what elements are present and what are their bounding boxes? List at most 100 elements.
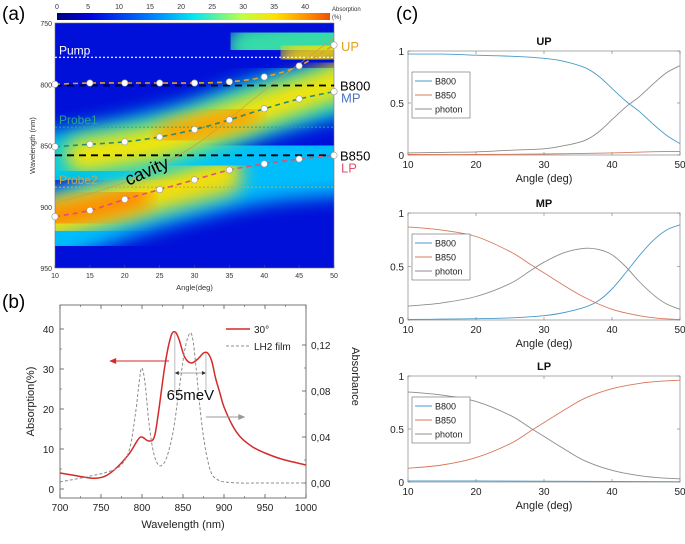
y-tick-label: 950 <box>40 266 52 273</box>
y2-tick-label: 0,08 <box>311 387 331 398</box>
colorbar-tick-label: 20 <box>177 4 185 11</box>
x-tick-label: 30 <box>538 487 550 498</box>
data-point-lp <box>86 206 94 214</box>
x-tick-label: 40 <box>260 273 268 280</box>
colorbar-tick-label: 10 <box>115 4 123 11</box>
branch-label-up: UP <box>341 39 359 54</box>
y-tick-label: 800 <box>40 82 52 89</box>
data-point-up <box>86 79 94 87</box>
series-line-b800 <box>407 480 681 483</box>
y-tick-label: 0 <box>398 478 404 489</box>
splitting-annotation: 65meV <box>167 387 215 404</box>
data-point-lp <box>191 176 199 184</box>
subplot-title: UP <box>536 36 551 48</box>
y-tick-label: 900 <box>40 205 52 212</box>
legend-label-photon: photon <box>435 267 463 277</box>
y-tick-label: 0.5 <box>390 263 404 274</box>
y-tick-label: 10 <box>43 445 55 456</box>
colorbar-label: Absorption <box>332 7 361 13</box>
data-point-mp <box>295 95 303 103</box>
y-axis-label: Wavelength (nm) <box>28 117 37 174</box>
x-tick-label: 900 <box>216 503 233 514</box>
x-tick-label: 50 <box>674 160 685 171</box>
panel-label-b: (b) <box>2 292 25 313</box>
data-point-up <box>330 41 338 49</box>
y-tick-label: 1 <box>398 47 404 58</box>
series-line-b850 <box>407 226 681 320</box>
subplot-title: MP <box>536 198 553 210</box>
x-tick-label: 30 <box>538 160 550 171</box>
legend-label-b850: B850 <box>435 253 456 263</box>
branch-label-mp: MP <box>341 90 361 105</box>
data-point-mp <box>86 140 94 148</box>
legend-label-b850: B850 <box>435 91 456 101</box>
series-line-photon <box>407 247 681 310</box>
x-tick-label: 45 <box>295 273 303 280</box>
y-tick-label: 0.5 <box>390 425 404 436</box>
x-tick-label: 20 <box>470 325 482 336</box>
y-axis-label: Absorption(%) <box>25 367 37 437</box>
x-tick-label: 850 <box>175 503 192 514</box>
legend-label-30deg: 30° <box>254 325 269 336</box>
legend-label-lh2: LH2 film <box>254 342 291 353</box>
up-band-mid <box>277 34 334 73</box>
y-tick-label: 0 <box>48 485 54 496</box>
data-point-up <box>51 80 59 88</box>
x-tick-label: 50 <box>674 487 685 498</box>
data-point-lp <box>156 186 164 194</box>
ref-label-probe2: Probe2 <box>59 173 98 187</box>
data-point-up <box>225 78 233 86</box>
y2-axis-label: Absorbance <box>349 347 361 406</box>
data-point-lp <box>51 213 59 221</box>
x-axis-label: Angle(deg) <box>176 283 213 292</box>
y-tick-label: 30 <box>43 365 55 376</box>
subplot-mp: MP 10 20 30 40 50 0 0.5 1 B800 B850 photon Angle (de… <box>390 198 685 350</box>
left-axis-arrowhead <box>109 358 117 364</box>
legend-label-b800: B800 <box>435 239 456 249</box>
ref-label-pump: Pump <box>59 43 91 57</box>
data-point-up <box>191 79 199 87</box>
x-tick-label: 35 <box>225 273 233 280</box>
panel-b-spectrum: 700 750 800 850 900 950 1000 0 10 20 30 40 0,00 0,04 0… <box>25 304 361 531</box>
x-tick-label: 15 <box>86 273 94 280</box>
y-tick-label: 0.5 <box>390 99 404 110</box>
colorbar <box>57 13 330 20</box>
data-point-mp <box>330 88 338 96</box>
series-line-photon <box>407 391 681 480</box>
data-point-up <box>121 79 129 87</box>
data-point-mp <box>225 116 233 124</box>
colorbar-tick-label: 40 <box>301 4 309 11</box>
x-tick-label: 20 <box>470 160 482 171</box>
x-tick-label: 10 <box>402 325 414 336</box>
colorbar-tick-label: 0 <box>55 4 59 11</box>
data-point-up <box>156 79 164 87</box>
y2-tick-label: 0,04 <box>311 433 331 444</box>
y-tick-label: 850 <box>40 144 52 151</box>
ref-label-probe1: Probe1 <box>59 113 98 127</box>
y-tick-label: 0 <box>398 316 404 327</box>
branch-label-lp: LP <box>341 160 357 175</box>
x-tick-label: 30 <box>538 325 550 336</box>
y-tick-label: 750 <box>40 21 52 28</box>
x-tick-label: 40 <box>606 487 618 498</box>
x-tick-label: 40 <box>606 325 618 336</box>
colorbar-tick-label: 5 <box>86 4 90 11</box>
legend-box <box>411 233 471 281</box>
series-line-lh2-film <box>59 332 306 484</box>
colorbar-tick-label: 15 <box>146 4 154 11</box>
y2-tick-label: 0,12 <box>311 341 331 352</box>
cavity-line <box>55 37 334 204</box>
data-point-lp <box>121 195 129 203</box>
x-tick-label: 50 <box>330 273 338 280</box>
y-tick-label: 1 <box>398 372 404 383</box>
data-point-lp <box>330 151 338 159</box>
x-tick-label: 700 <box>52 503 69 514</box>
x-axis-label: Angle (deg) <box>516 338 573 350</box>
legend-label-photon: photon <box>435 105 463 115</box>
subplot-lp: LP 10 20 30 40 50 0 0.5 1 B800 B850 photon Angle (de… <box>390 361 685 512</box>
x-axis-label: Angle (deg) <box>516 500 573 512</box>
ref-label-b850: B850 <box>340 148 370 163</box>
series-line-b800 <box>407 53 681 144</box>
colorbar-tick-label: 35 <box>270 4 278 11</box>
